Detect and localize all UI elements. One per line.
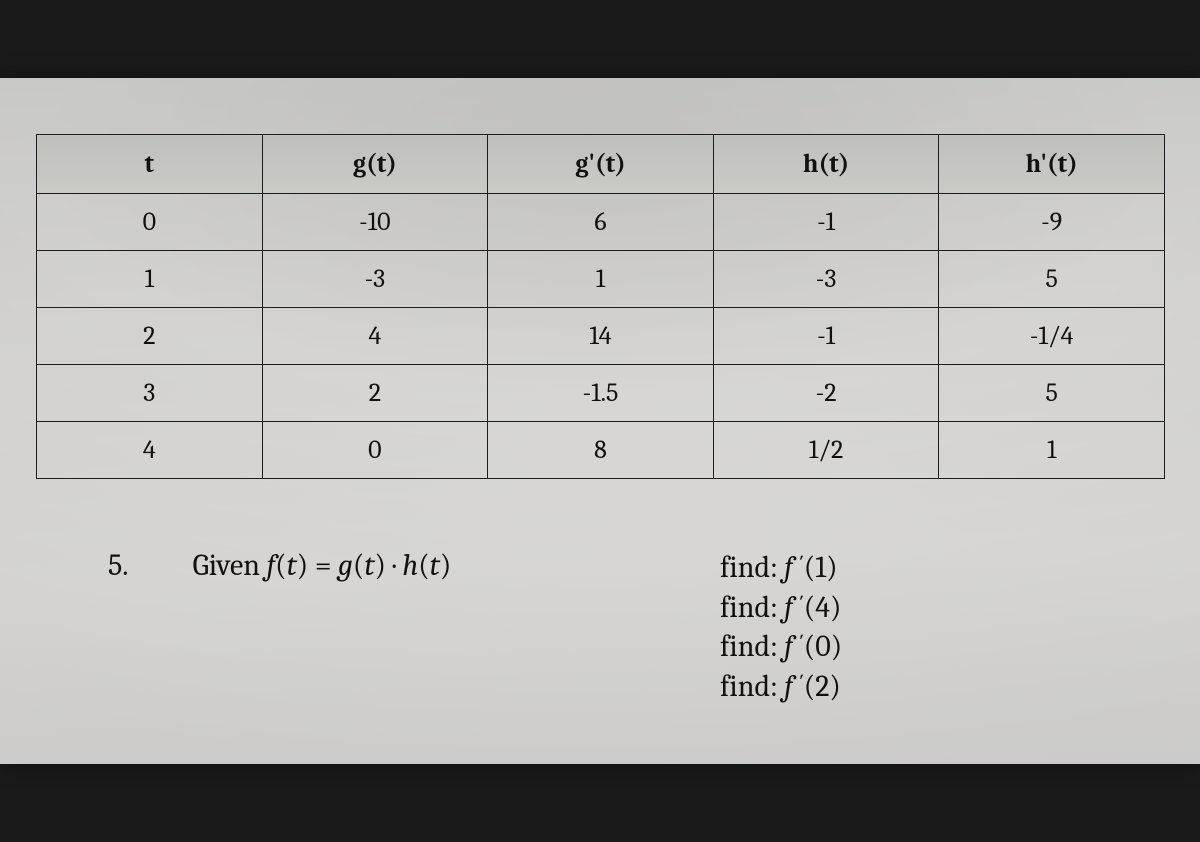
find-item: find: f ′(2) — [720, 667, 842, 707]
table-row: 2 4 14 -1 -1/4 — [37, 308, 1165, 365]
find-item: find: f ′(1) — [720, 548, 842, 588]
cell: 14 — [488, 308, 714, 365]
cell: -3 — [262, 251, 488, 308]
cell: -10 — [262, 194, 488, 251]
cell: 3 — [37, 365, 263, 422]
table-header-row: t g(t) g'(t) h(t) h'(t) — [37, 135, 1165, 194]
cell: 8 — [488, 422, 714, 479]
col-h: h(t) — [713, 135, 939, 194]
problem-number: 5. — [108, 548, 186, 583]
cell: 6 — [488, 194, 714, 251]
cell: 1/2 — [713, 422, 939, 479]
table-row: 1 -3 1 -3 5 — [37, 251, 1165, 308]
find-item: find: f ′(4) — [720, 588, 842, 628]
find-list: find: f ′(1) find: f ′(4) find: f ′(0) f… — [720, 548, 842, 706]
function-values-table: t g(t) g'(t) h(t) h'(t) 0 -10 6 -1 -9 1 … — [36, 134, 1165, 479]
cell: 5 — [939, 365, 1165, 422]
worksheet-page: t g(t) g'(t) h(t) h'(t) 0 -10 6 -1 -9 1 … — [0, 78, 1200, 764]
cell: 4 — [262, 308, 488, 365]
cell: 4 — [37, 422, 263, 479]
cell: -9 — [939, 194, 1165, 251]
cell: -1 — [713, 308, 939, 365]
cell: -1 — [713, 194, 939, 251]
cell: 1 — [37, 251, 263, 308]
cell: 0 — [37, 194, 263, 251]
cell: 2 — [262, 365, 488, 422]
col-gprime: g'(t) — [488, 135, 714, 194]
cell: -3 — [713, 251, 939, 308]
given-prefix: Given — [193, 548, 267, 583]
cell: 5 — [939, 251, 1165, 308]
cell: 2 — [37, 308, 263, 365]
cell: -1/4 — [939, 308, 1165, 365]
problem-5: 5. Given f(t) = g(t) · h(t) — [108, 548, 1128, 583]
cell: 0 — [262, 422, 488, 479]
find-item: find: f ′(0) — [720, 627, 842, 667]
cell: 1 — [939, 422, 1165, 479]
col-g: g(t) — [262, 135, 488, 194]
cell: -2 — [713, 365, 939, 422]
cell: 1 — [488, 251, 714, 308]
col-hprime: h'(t) — [939, 135, 1165, 194]
col-t: t — [37, 135, 263, 194]
cell: -1.5 — [488, 365, 714, 422]
table-row: 0 -10 6 -1 -9 — [37, 194, 1165, 251]
table-row: 3 2 -1.5 -2 5 — [37, 365, 1165, 422]
table-row: 4 0 8 1/2 1 — [37, 422, 1165, 479]
problem-statement: Given f(t) = g(t) · h(t) — [193, 548, 452, 583]
